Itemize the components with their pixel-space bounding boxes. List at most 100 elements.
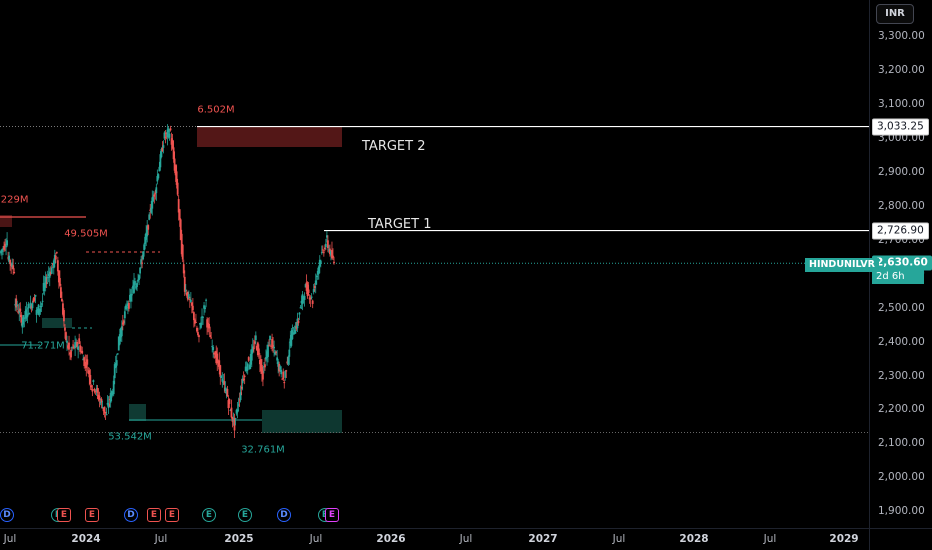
candle-body <box>30 306 33 309</box>
candle-body <box>127 303 129 307</box>
candle-body <box>27 303 30 309</box>
candle-body <box>172 147 175 160</box>
candle-body <box>81 350 84 354</box>
volume-annotation: .229M <box>0 194 29 206</box>
earnings-event-icon[interactable]: E <box>165 508 179 522</box>
candle-body <box>315 275 318 277</box>
candle-body <box>4 243 6 248</box>
dividend-event-icon[interactable]: D <box>277 508 291 522</box>
candle-body <box>245 368 248 372</box>
earnings-event-icon[interactable]: E <box>147 508 161 522</box>
candle-body <box>121 322 124 325</box>
currency-button[interactable]: INR <box>876 4 914 24</box>
candle-body <box>86 359 89 365</box>
candle-body <box>154 191 157 195</box>
candle-body <box>17 310 20 314</box>
candle-body <box>109 392 112 403</box>
candle-body <box>93 388 96 391</box>
candle-body <box>96 388 99 393</box>
price-axis-label: 3,200.00 <box>878 63 925 76</box>
time-axis-label: Jul <box>763 533 777 545</box>
target1-price-tag: 2,726.90 <box>872 222 929 240</box>
candle-body <box>40 303 43 305</box>
candle-body <box>103 406 106 414</box>
candle-body <box>204 307 206 309</box>
candle-body <box>89 375 92 384</box>
candle-body <box>3 245 5 250</box>
candle-body <box>250 349 253 361</box>
candle-body <box>105 414 108 416</box>
candle-body <box>214 356 217 358</box>
candle-body <box>113 364 116 379</box>
candle-body <box>137 279 139 282</box>
candle-body <box>164 136 167 138</box>
candle-body <box>229 409 232 411</box>
candle-body <box>97 394 100 400</box>
candle-body <box>18 310 21 313</box>
candle-body <box>318 259 321 267</box>
last-price-tag: 2,630.60 <box>872 255 932 271</box>
time-axis-label: 2029 <box>829 533 859 545</box>
candle-body <box>302 296 305 300</box>
candle-body <box>31 302 34 309</box>
candle-body <box>72 344 74 346</box>
dividend-event-icon[interactable]: D <box>0 508 14 522</box>
candle-body <box>143 244 146 250</box>
target2-label[interactable]: TARGET 2 <box>362 139 426 154</box>
volume-annotation: 6.502M <box>197 104 235 116</box>
candle-body <box>269 335 271 340</box>
dividend-event-icon[interactable]: D <box>124 508 138 522</box>
candle-body <box>279 366 282 370</box>
candle-body <box>37 304 40 315</box>
price-axis-label: 3,300.00 <box>878 30 925 42</box>
candle-body <box>6 240 8 246</box>
demand-zone <box>262 410 342 433</box>
candle-body <box>278 363 281 372</box>
demand-zone <box>42 318 72 328</box>
earnings-event-icon[interactable]: E <box>202 508 216 522</box>
candle-body <box>306 284 309 297</box>
candle-body <box>329 248 331 255</box>
candle-body <box>112 380 115 395</box>
candle-body <box>85 361 88 368</box>
candle-body <box>282 371 285 380</box>
time-axis-label: 2024 <box>71 533 101 545</box>
earnings-event-icon[interactable]: E <box>85 508 99 522</box>
candle-body <box>12 265 15 270</box>
earnings-event-icon[interactable]: E <box>238 508 252 522</box>
candle-body <box>320 252 323 254</box>
target1-label[interactable]: TARGET 1 <box>368 217 432 232</box>
candle-body <box>290 334 293 346</box>
candle-body <box>205 299 207 301</box>
candle-body <box>221 378 224 382</box>
candle-body <box>53 254 56 264</box>
candle-body <box>303 295 306 300</box>
candle-body <box>55 252 58 254</box>
candle-body <box>209 335 212 338</box>
candle-body <box>283 381 286 384</box>
candle-body <box>218 360 221 370</box>
demand-zone <box>129 404 146 421</box>
candle-body <box>38 308 41 312</box>
candle-body <box>46 277 49 279</box>
candle-body <box>308 297 311 300</box>
candle-body <box>76 341 79 348</box>
candle-body <box>59 287 62 298</box>
candle-body <box>227 400 230 409</box>
candle-body <box>235 409 238 414</box>
candle-body <box>322 252 325 254</box>
candle-body <box>295 326 298 329</box>
candle-body <box>233 417 236 431</box>
symbol-label[interactable]: HINDUNILVR <box>805 258 879 272</box>
candle-body <box>82 358 85 361</box>
candle-body <box>136 282 138 287</box>
earnings-event-icon[interactable]: E <box>57 508 71 522</box>
split-event-icon[interactable]: E <box>325 508 339 522</box>
candle-body <box>71 347 73 349</box>
candle-body <box>26 313 29 318</box>
candle-body <box>75 342 78 347</box>
candle-body <box>2 248 4 250</box>
candle-body <box>242 378 245 380</box>
candle-body <box>314 280 317 285</box>
